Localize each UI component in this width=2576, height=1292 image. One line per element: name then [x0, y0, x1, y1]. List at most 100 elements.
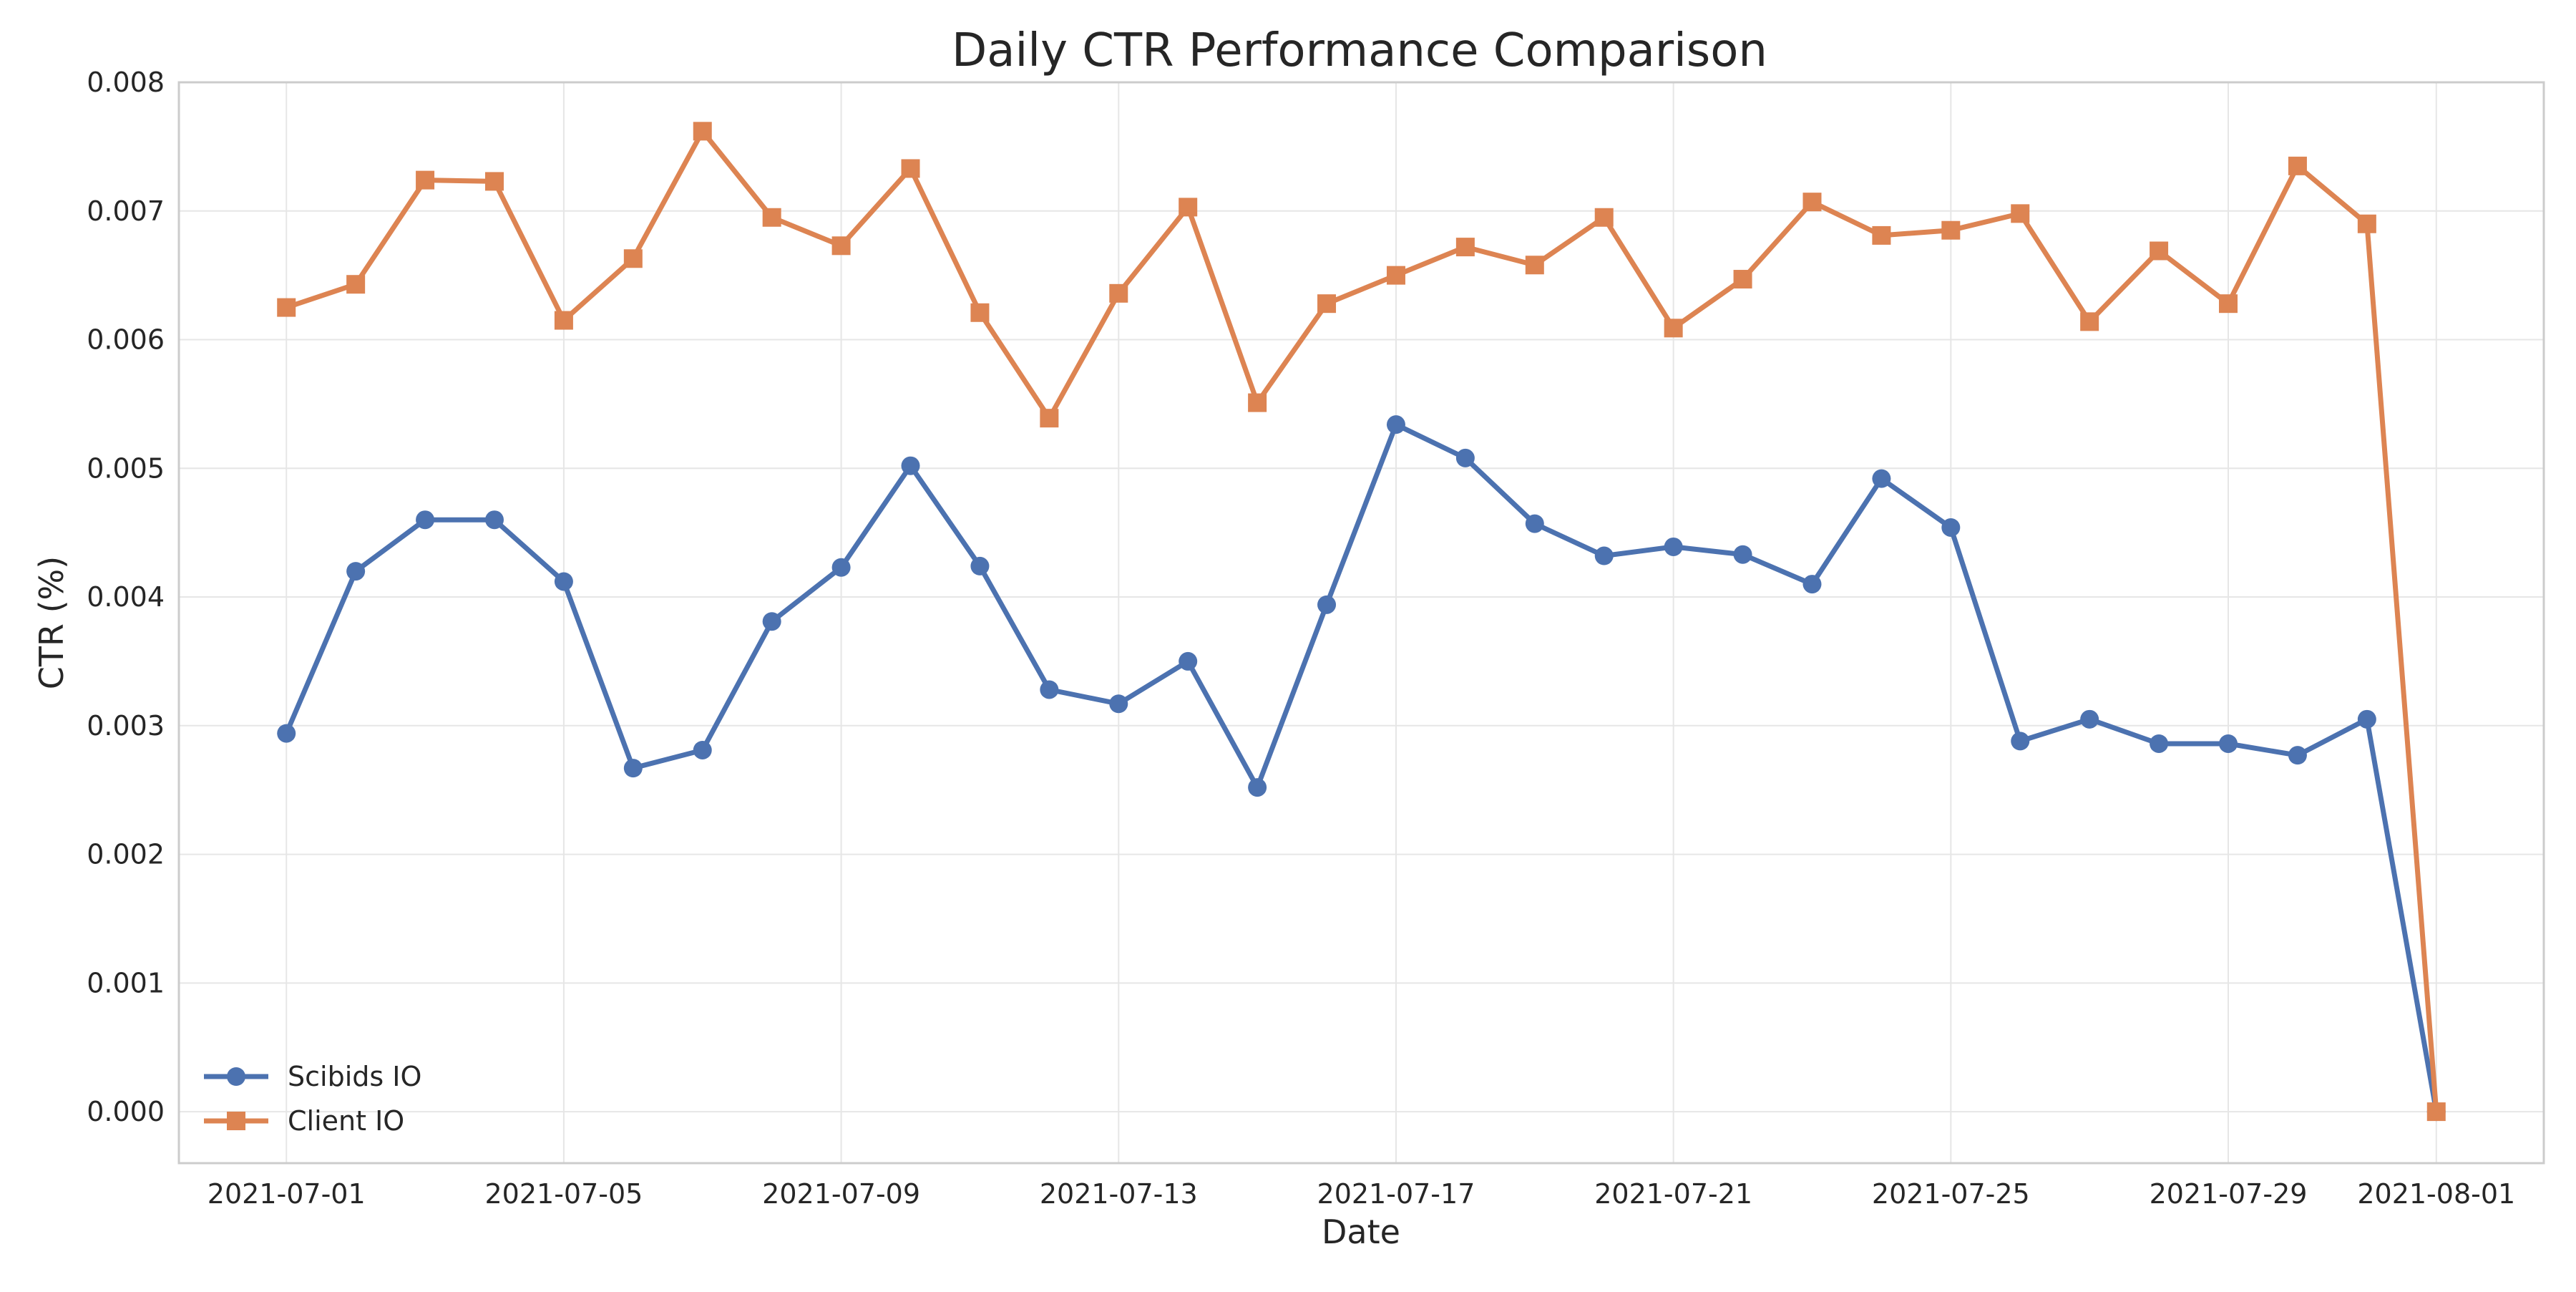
data-point	[484, 510, 504, 530]
y-tick-label: 0.003	[87, 710, 165, 742]
data-point	[2080, 312, 2099, 331]
data-point	[416, 510, 435, 530]
legend-label: Client IO	[288, 1105, 404, 1137]
legend-marker	[227, 1067, 245, 1086]
data-point	[970, 303, 990, 322]
data-point	[1248, 393, 1267, 412]
data-point	[1664, 319, 1683, 338]
x-tick-label: 2021-07-09	[762, 1178, 920, 1210]
data-point	[1733, 545, 1752, 564]
grid	[179, 82, 2544, 1163]
data-point	[554, 572, 573, 591]
data-point	[2357, 214, 2376, 233]
data-point	[901, 159, 920, 178]
data-point	[623, 759, 643, 778]
series-line	[283, 422, 2439, 1114]
data-point	[693, 740, 712, 759]
data-point	[2150, 734, 2169, 753]
data-point	[1179, 651, 1198, 671]
data-point	[277, 724, 296, 743]
data-point	[1248, 778, 1267, 797]
data-point	[346, 275, 366, 294]
data-point	[831, 236, 851, 256]
y-axis-label: CTR (%)	[32, 556, 71, 689]
data-point	[1802, 575, 1822, 594]
data-point	[1941, 220, 1961, 240]
x-tick-label: 2021-07-05	[484, 1178, 643, 1210]
data-point	[1802, 193, 1822, 212]
data-point	[277, 298, 296, 317]
data-point	[1040, 680, 1059, 699]
x-tick-label: 2021-07-21	[1594, 1178, 1752, 1210]
data-point	[2219, 734, 2238, 753]
data-point	[1040, 409, 1059, 428]
data-point	[554, 311, 573, 330]
y-tick-label: 0.007	[87, 195, 165, 227]
data-point	[1733, 270, 1752, 289]
data-point	[346, 562, 366, 581]
data-point	[762, 612, 781, 631]
data-point	[2011, 732, 2030, 751]
y-tick-label: 0.001	[87, 967, 165, 999]
data-point	[2150, 241, 2169, 261]
y-tick-label: 0.000	[87, 1096, 165, 1127]
data-point	[2357, 709, 2376, 729]
data-point	[1455, 448, 1475, 467]
data-point	[762, 208, 781, 227]
data-point	[416, 170, 435, 190]
data-point	[1109, 694, 1128, 714]
data-point	[2080, 709, 2099, 729]
data-point	[1872, 469, 1891, 488]
data-point	[1525, 514, 1544, 533]
y-tick-label: 0.005	[87, 452, 165, 484]
x-tick-label: 2021-07-01	[208, 1178, 366, 1210]
x-tick-label: 2021-07-29	[2150, 1178, 2308, 1210]
data-point	[2426, 1102, 2446, 1122]
y-tick-label: 0.004	[87, 581, 165, 613]
x-tick-label: 2021-08-01	[2357, 1178, 2515, 1210]
x-tick-label: 2021-07-13	[1040, 1178, 1198, 1210]
x-tick-label: 2021-07-17	[1317, 1178, 1475, 1210]
x-axis-label: Date	[1322, 1213, 1400, 1251]
x-tick-label: 2021-07-25	[1872, 1178, 2030, 1210]
series-2	[277, 122, 2446, 1122]
data-point	[970, 556, 990, 575]
legend-item: Scibids IO	[204, 1061, 421, 1092]
legend-label: Scibids IO	[288, 1061, 421, 1092]
data-point	[2288, 746, 2307, 765]
data-point	[693, 122, 712, 141]
data-point	[1594, 208, 1614, 227]
data-point	[2288, 156, 2307, 175]
data-point	[1386, 415, 1405, 434]
plot-frame	[177, 81, 2545, 1165]
y-axis-ticks: 0.000 0.001 0.002 0.003 0.004 0.005 0.006 0.007…	[87, 67, 165, 1127]
legend-item: Client IO	[204, 1105, 404, 1137]
data-point	[831, 558, 851, 577]
data-point	[901, 456, 920, 475]
data-point	[1317, 595, 1337, 614]
series-1	[277, 415, 2446, 1122]
data-point	[2219, 294, 2238, 314]
data-point	[1109, 283, 1128, 303]
data-point	[1179, 198, 1198, 217]
x-axis-ticks: 2021-07-01 2021-07-05 2021-07-09 2021-07-13…	[208, 1178, 2515, 1210]
data-point	[1941, 518, 1961, 537]
data-point	[484, 172, 504, 191]
data-point	[1872, 225, 1891, 245]
legend: Scibids IO Client IO	[204, 1061, 421, 1137]
data-point	[623, 249, 643, 268]
series-layer	[277, 122, 2446, 1122]
series-line	[283, 128, 2439, 1114]
y-tick-label: 0.006	[87, 324, 165, 356]
legend-marker	[227, 1112, 245, 1130]
y-tick-label: 0.008	[87, 67, 165, 98]
chart-title: Daily CTR Performance Comparison	[952, 24, 1767, 77]
data-point	[1525, 256, 1544, 275]
data-point	[1317, 294, 1337, 314]
data-point	[1455, 238, 1475, 257]
data-point	[2011, 204, 2030, 223]
data-point	[1594, 546, 1614, 565]
data-point	[1386, 266, 1405, 285]
